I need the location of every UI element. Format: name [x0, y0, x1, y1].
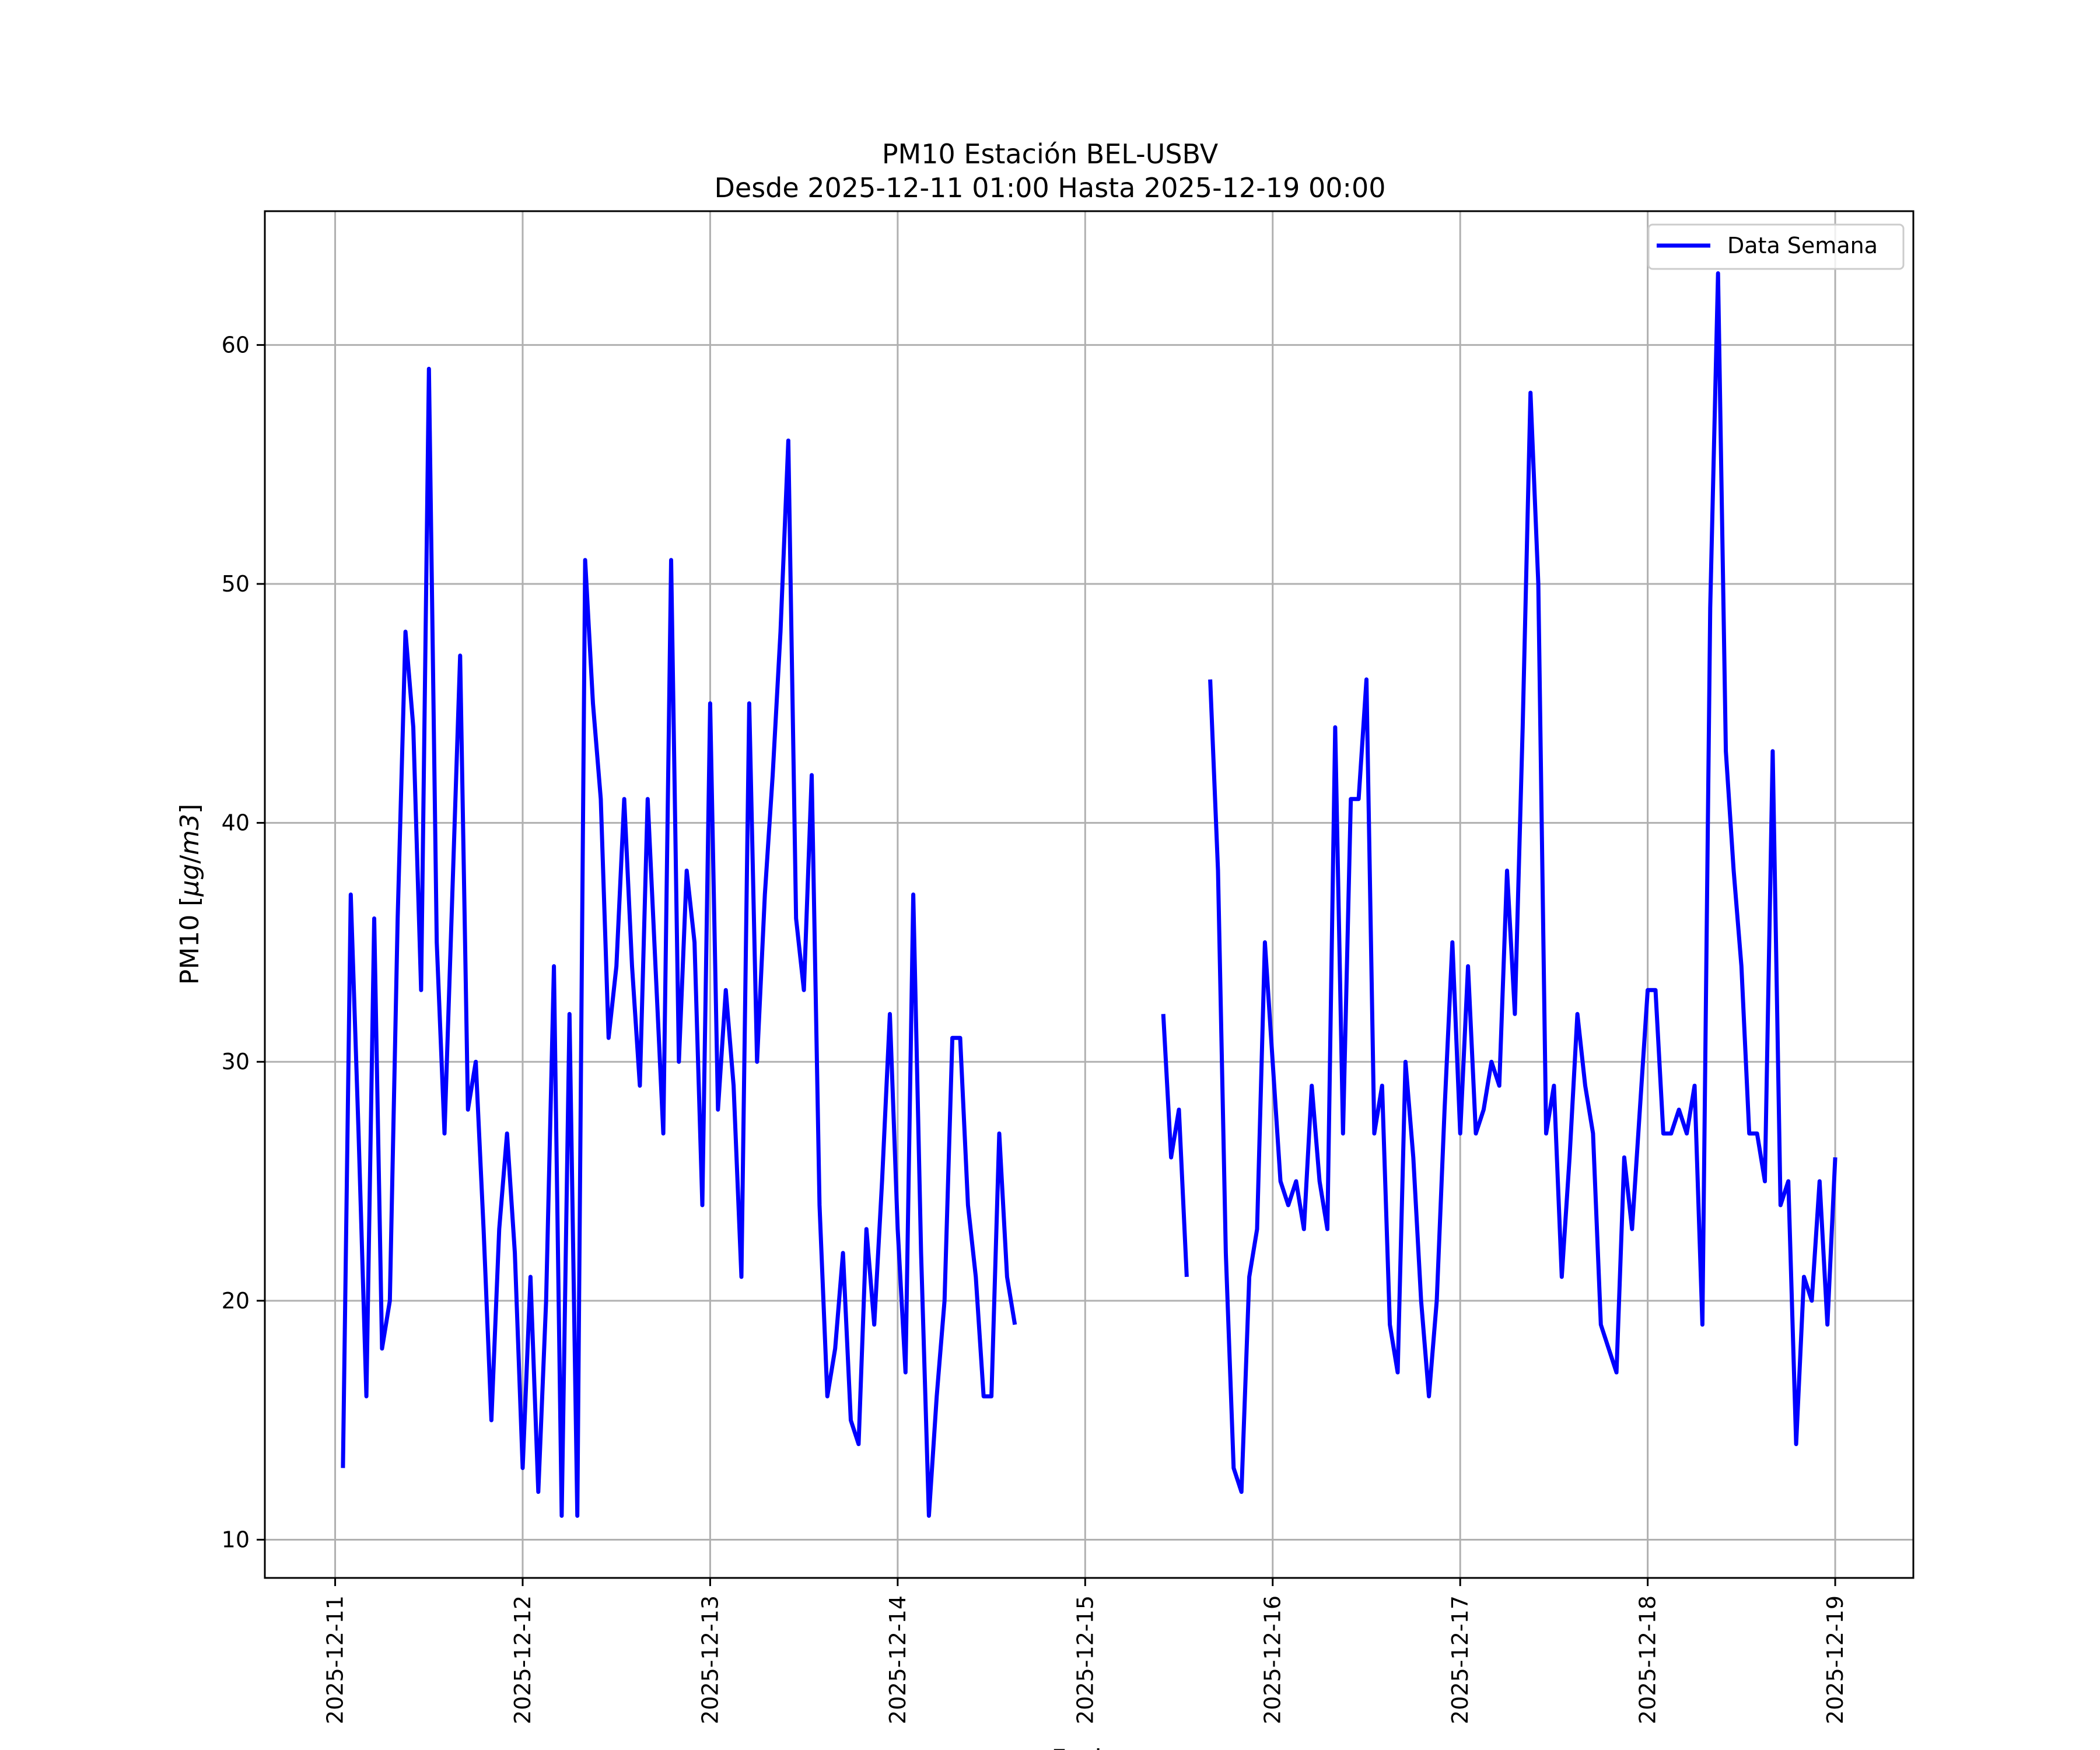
- x-axis-ticks: 2025-12-11 2025-12-12 2025-12-13 2025-12-14…: [323, 1578, 1848, 1724]
- y-tick-label: 30: [222, 1049, 250, 1074]
- chart-title: PM10 Estación BEL-USBV: [882, 138, 1219, 170]
- x-tick-label: 2025-12-16: [1260, 1595, 1286, 1724]
- x-tick-label: 2025-12-13: [697, 1595, 723, 1724]
- legend-label-data-semana: Data Semana: [1727, 233, 1878, 258]
- y-tick-label: 60: [222, 332, 250, 358]
- x-axis-label: Fecha: [1051, 1744, 1126, 1750]
- legend-box: [1647, 223, 1905, 270]
- y-tick-label: 10: [222, 1527, 250, 1552]
- x-tick-label: 2025-12-19: [1822, 1595, 1848, 1724]
- x-tick-label: 2025-12-14: [885, 1595, 911, 1724]
- legend: Data Semana: [1647, 223, 1905, 270]
- y-tick-label: 20: [222, 1288, 250, 1314]
- series-lines: [341, 271, 1838, 1518]
- y-tick-label: 40: [222, 810, 250, 836]
- y-tick-label: 50: [222, 571, 250, 597]
- series-line-data-semana: [341, 366, 1017, 1518]
- x-tick-label: 2025-12-11: [323, 1595, 348, 1724]
- y-axis-label: PM10 [µg/m3]: [175, 804, 205, 985]
- x-tick-label: 2025-12-15: [1072, 1595, 1098, 1724]
- series-line-data-semana: [1161, 1014, 1189, 1278]
- chart-subtitle: Desde 2025-12-11 01:00 Hasta 2025-12-19 …: [714, 172, 1385, 204]
- plot-area-frame: [264, 210, 1915, 1579]
- grid-lines: [265, 211, 1913, 1578]
- series-line-data-semana: [1208, 271, 1838, 1494]
- x-tick-label: 2025-12-12: [510, 1595, 536, 1724]
- x-tick-label: 2025-12-17: [1447, 1595, 1473, 1724]
- y-axis-ticks: 10 20 30 40 50 60: [222, 332, 265, 1552]
- x-tick-label: 2025-12-18: [1635, 1595, 1661, 1724]
